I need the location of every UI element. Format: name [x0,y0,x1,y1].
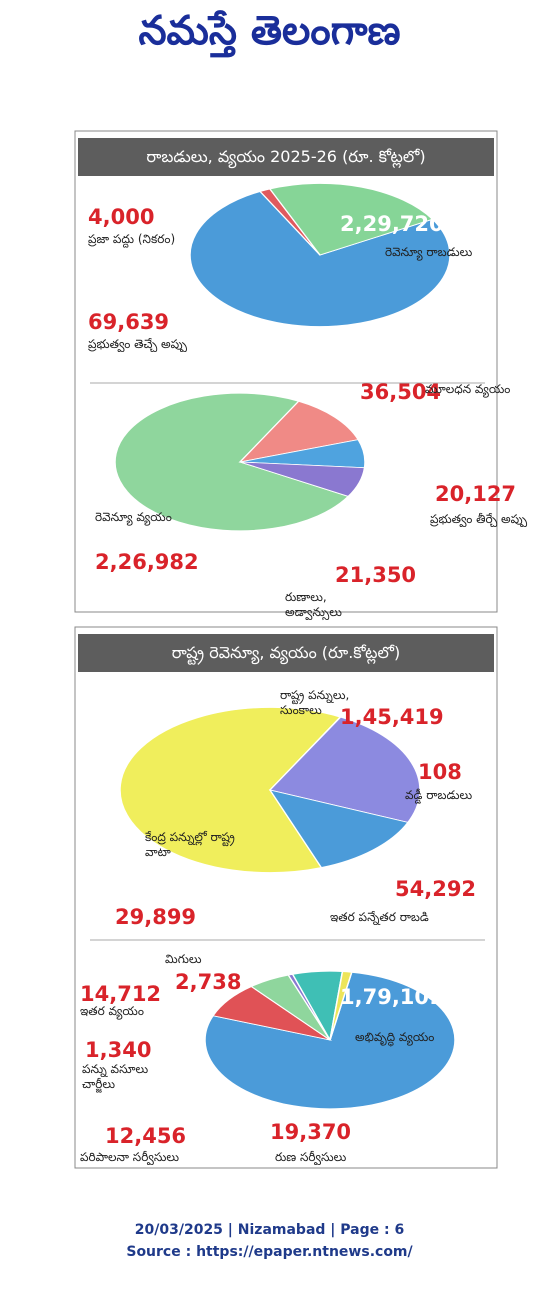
value-label: 19,370 [270,1120,352,1144]
category-label: మిగులు [165,952,202,966]
pie-slice [114,392,350,532]
value-label: 36,504 [360,380,442,404]
value-label: 29,899 [115,905,197,929]
footer-source: Source : https://epaper.ntnews.com/ [126,1244,413,1260]
category-label: రాష్ట్ర పన్నులు, సుంకాలు [280,688,350,717]
category-label: వడ్డీ రాబడులు [405,788,473,802]
value-label: 21,350 [335,563,417,587]
value-label: 2,26,982 [95,550,199,574]
value-label: 69,639 [88,310,170,334]
pie-slice [268,716,421,823]
value-label: 14,712 [80,982,162,1006]
value-label: 2,738 [175,970,242,994]
value-label: 1,45,419 [340,705,444,729]
panel-title: రాబడులు, వ్యయం 2025-26 (రూ. కోట్లలో) [78,138,494,176]
pie-slice [268,183,434,256]
category-label: రెవెన్యూ వ్యయం [95,510,172,524]
value-label: 54,292 [395,877,477,901]
pie-slice [268,789,409,869]
pie-slice [204,971,456,1110]
panel-title: రాష్ట్ర రెవెన్యూ, వ్యయం (రూ.కోట్లలో) [78,634,494,672]
category-label: మూలధన వ్యయం [425,382,511,396]
value-label: 2,29,720 [340,212,444,236]
category-label: ప్రభుత్వం తెచ్చే అప్పు [88,337,188,351]
value-label: 1,79,101 [340,985,444,1009]
value-label: 12,456 [105,1124,187,1148]
pie-slice [239,461,366,497]
masthead: నమస్తే తెలంగాణ [138,8,401,54]
pie-slice [238,400,360,463]
pie-slice [119,707,342,873]
value-label: 4,000 [88,205,155,229]
pie-slice [189,190,451,327]
pie [119,707,421,873]
category-label: ఇతర వ్యయం [80,1004,144,1018]
category-label: కేంద్ర పన్నుల్లో రాష్ట్ర వాటా [145,830,235,859]
value-label: 1,340 [85,1038,152,1062]
pie [114,392,366,532]
category-label: పన్ను వసూలు చార్జీలు [82,1062,149,1091]
pie [204,970,456,1110]
panel-border [74,130,498,613]
category-label: ప్రభుత్వం తీర్చే అప్పు [430,512,528,526]
category-label: రెవెన్యూ రాబడులు [385,245,473,259]
pie [189,183,451,327]
pie-slice [329,971,353,1041]
category-label: రుణ సర్వీసులు [275,1150,347,1164]
category-label: ఇతర పన్నేతర రాబడి [330,910,429,924]
value-label: 20,127 [435,482,517,506]
panel-border [74,626,498,1169]
value-label: 108 [418,760,462,784]
footer-date: 20/03/2025 | Nizamabad | Page : 6 [134,1222,405,1238]
category-label: ప్రజా పద్దు (నికరం) [88,232,176,246]
category-label: రుణాలు, అడ్వాన్సులు [285,590,342,619]
category-label: అభివృద్ధి వ్యయం [355,1030,435,1044]
category-label: పరిపాలనా సర్వీసులు [80,1150,180,1164]
